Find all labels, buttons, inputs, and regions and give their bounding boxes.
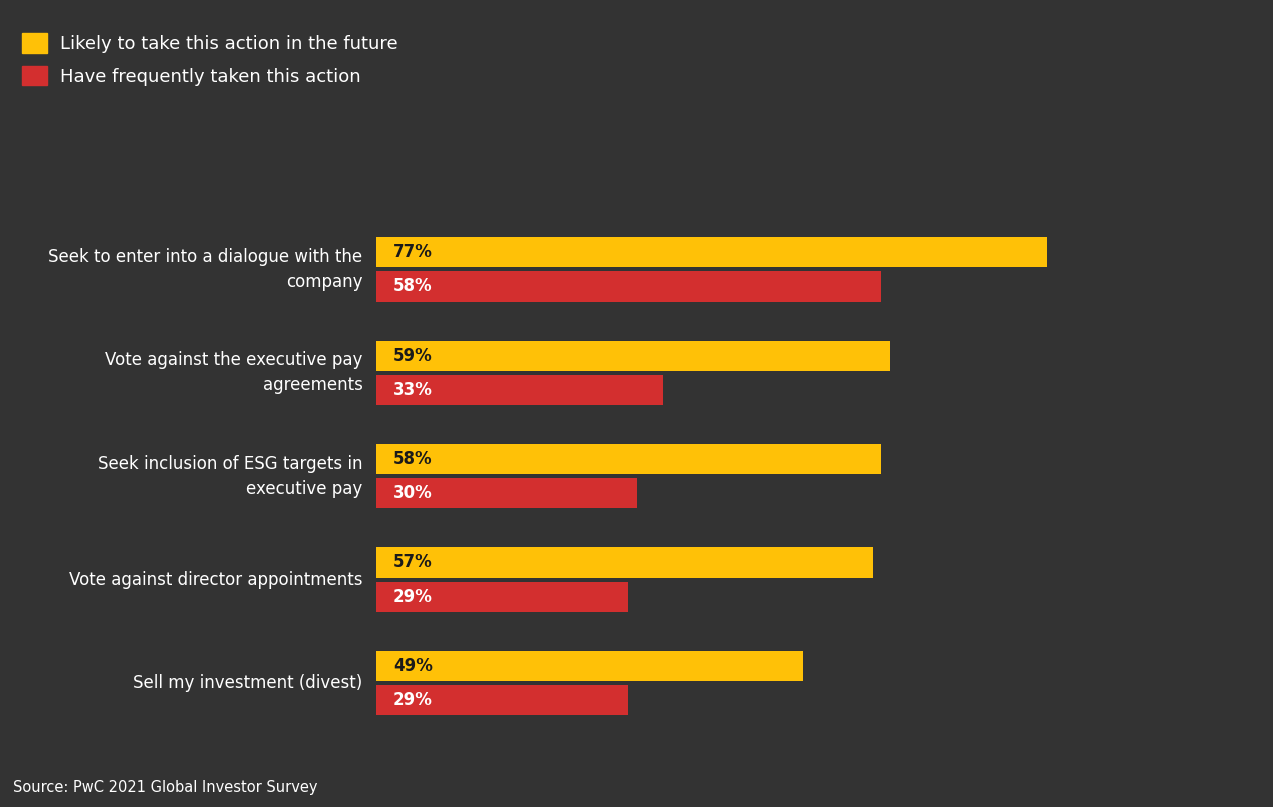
Text: Seek to enter into a dialogue with the
company: Seek to enter into a dialogue with the c… bbox=[48, 248, 363, 291]
Bar bbox=[376, 685, 629, 715]
Text: 59%: 59% bbox=[393, 347, 433, 365]
Legend: Likely to take this action in the future, Have frequently taken this action: Likely to take this action in the future… bbox=[22, 33, 397, 86]
Text: Seek inclusion of ESG targets in
executive pay: Seek inclusion of ESG targets in executi… bbox=[98, 454, 363, 498]
Text: 33%: 33% bbox=[393, 381, 433, 399]
Text: Vote against director appointments: Vote against director appointments bbox=[69, 571, 363, 588]
Bar bbox=[376, 374, 663, 405]
Text: Source: PwC 2021 Global Investor Survey: Source: PwC 2021 Global Investor Survey bbox=[13, 780, 317, 795]
Text: 49%: 49% bbox=[393, 657, 433, 675]
Bar bbox=[376, 237, 1046, 267]
Bar bbox=[376, 444, 881, 475]
Bar bbox=[376, 547, 872, 578]
Bar bbox=[376, 478, 636, 508]
Text: Vote against the executive pay
agreements: Vote against the executive pay agreement… bbox=[106, 351, 363, 395]
Bar bbox=[376, 582, 629, 612]
Text: 58%: 58% bbox=[393, 450, 433, 468]
Bar bbox=[376, 650, 803, 681]
Text: 29%: 29% bbox=[393, 587, 433, 605]
Text: 77%: 77% bbox=[393, 243, 433, 261]
Text: 58%: 58% bbox=[393, 278, 433, 295]
Text: 29%: 29% bbox=[393, 691, 433, 709]
Bar bbox=[376, 271, 881, 302]
Text: Sell my investment (divest): Sell my investment (divest) bbox=[134, 674, 363, 692]
Text: 57%: 57% bbox=[393, 554, 433, 571]
Bar bbox=[376, 341, 890, 370]
Text: 30%: 30% bbox=[393, 484, 433, 502]
